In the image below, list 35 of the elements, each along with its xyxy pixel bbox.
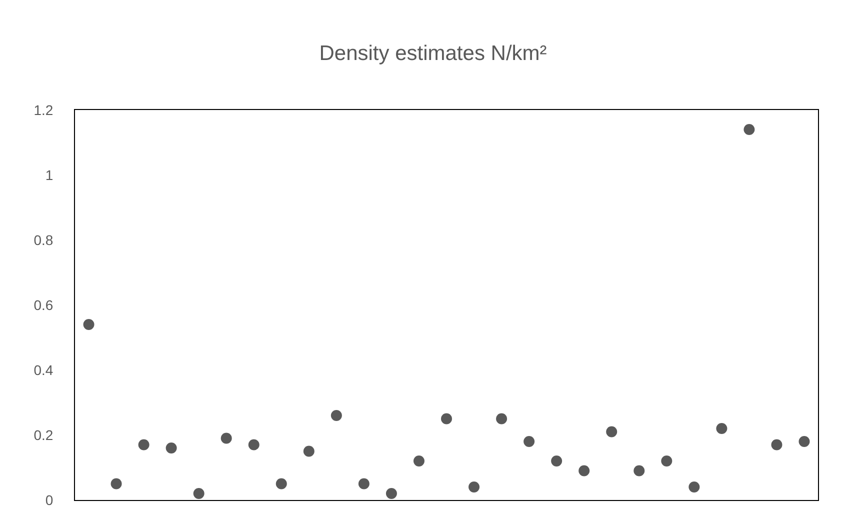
point (138, 439, 150, 450)
point (248, 439, 260, 450)
point (524, 436, 535, 447)
point (798, 436, 810, 447)
point (358, 478, 370, 490)
point (110, 478, 122, 490)
y-tick-label: 0.2 (34, 426, 54, 443)
point (386, 488, 397, 499)
point (330, 410, 342, 421)
y-tick-label: 1 (45, 166, 54, 183)
point (744, 124, 755, 135)
point (688, 482, 700, 492)
point (303, 446, 314, 457)
y-tick-label: 0 (45, 492, 54, 508)
point (193, 488, 204, 499)
point (606, 426, 618, 438)
point (578, 465, 590, 476)
point (634, 465, 645, 476)
point (496, 413, 508, 424)
point (276, 478, 287, 490)
y-tick-label: 0.8 (34, 232, 54, 248)
point (716, 423, 728, 434)
point (771, 439, 782, 450)
point (220, 432, 232, 444)
y-tick-label: 0.6 (34, 296, 54, 313)
point (413, 456, 424, 466)
chart-title: Density estimates N/km² (319, 42, 547, 66)
point (166, 442, 177, 454)
point (468, 482, 480, 492)
point (551, 456, 562, 466)
point (661, 456, 672, 466)
point (83, 319, 94, 330)
y-tick-label: 1.2 (34, 102, 54, 118)
point (441, 413, 452, 424)
y-tick-label: 0.4 (34, 362, 54, 378)
